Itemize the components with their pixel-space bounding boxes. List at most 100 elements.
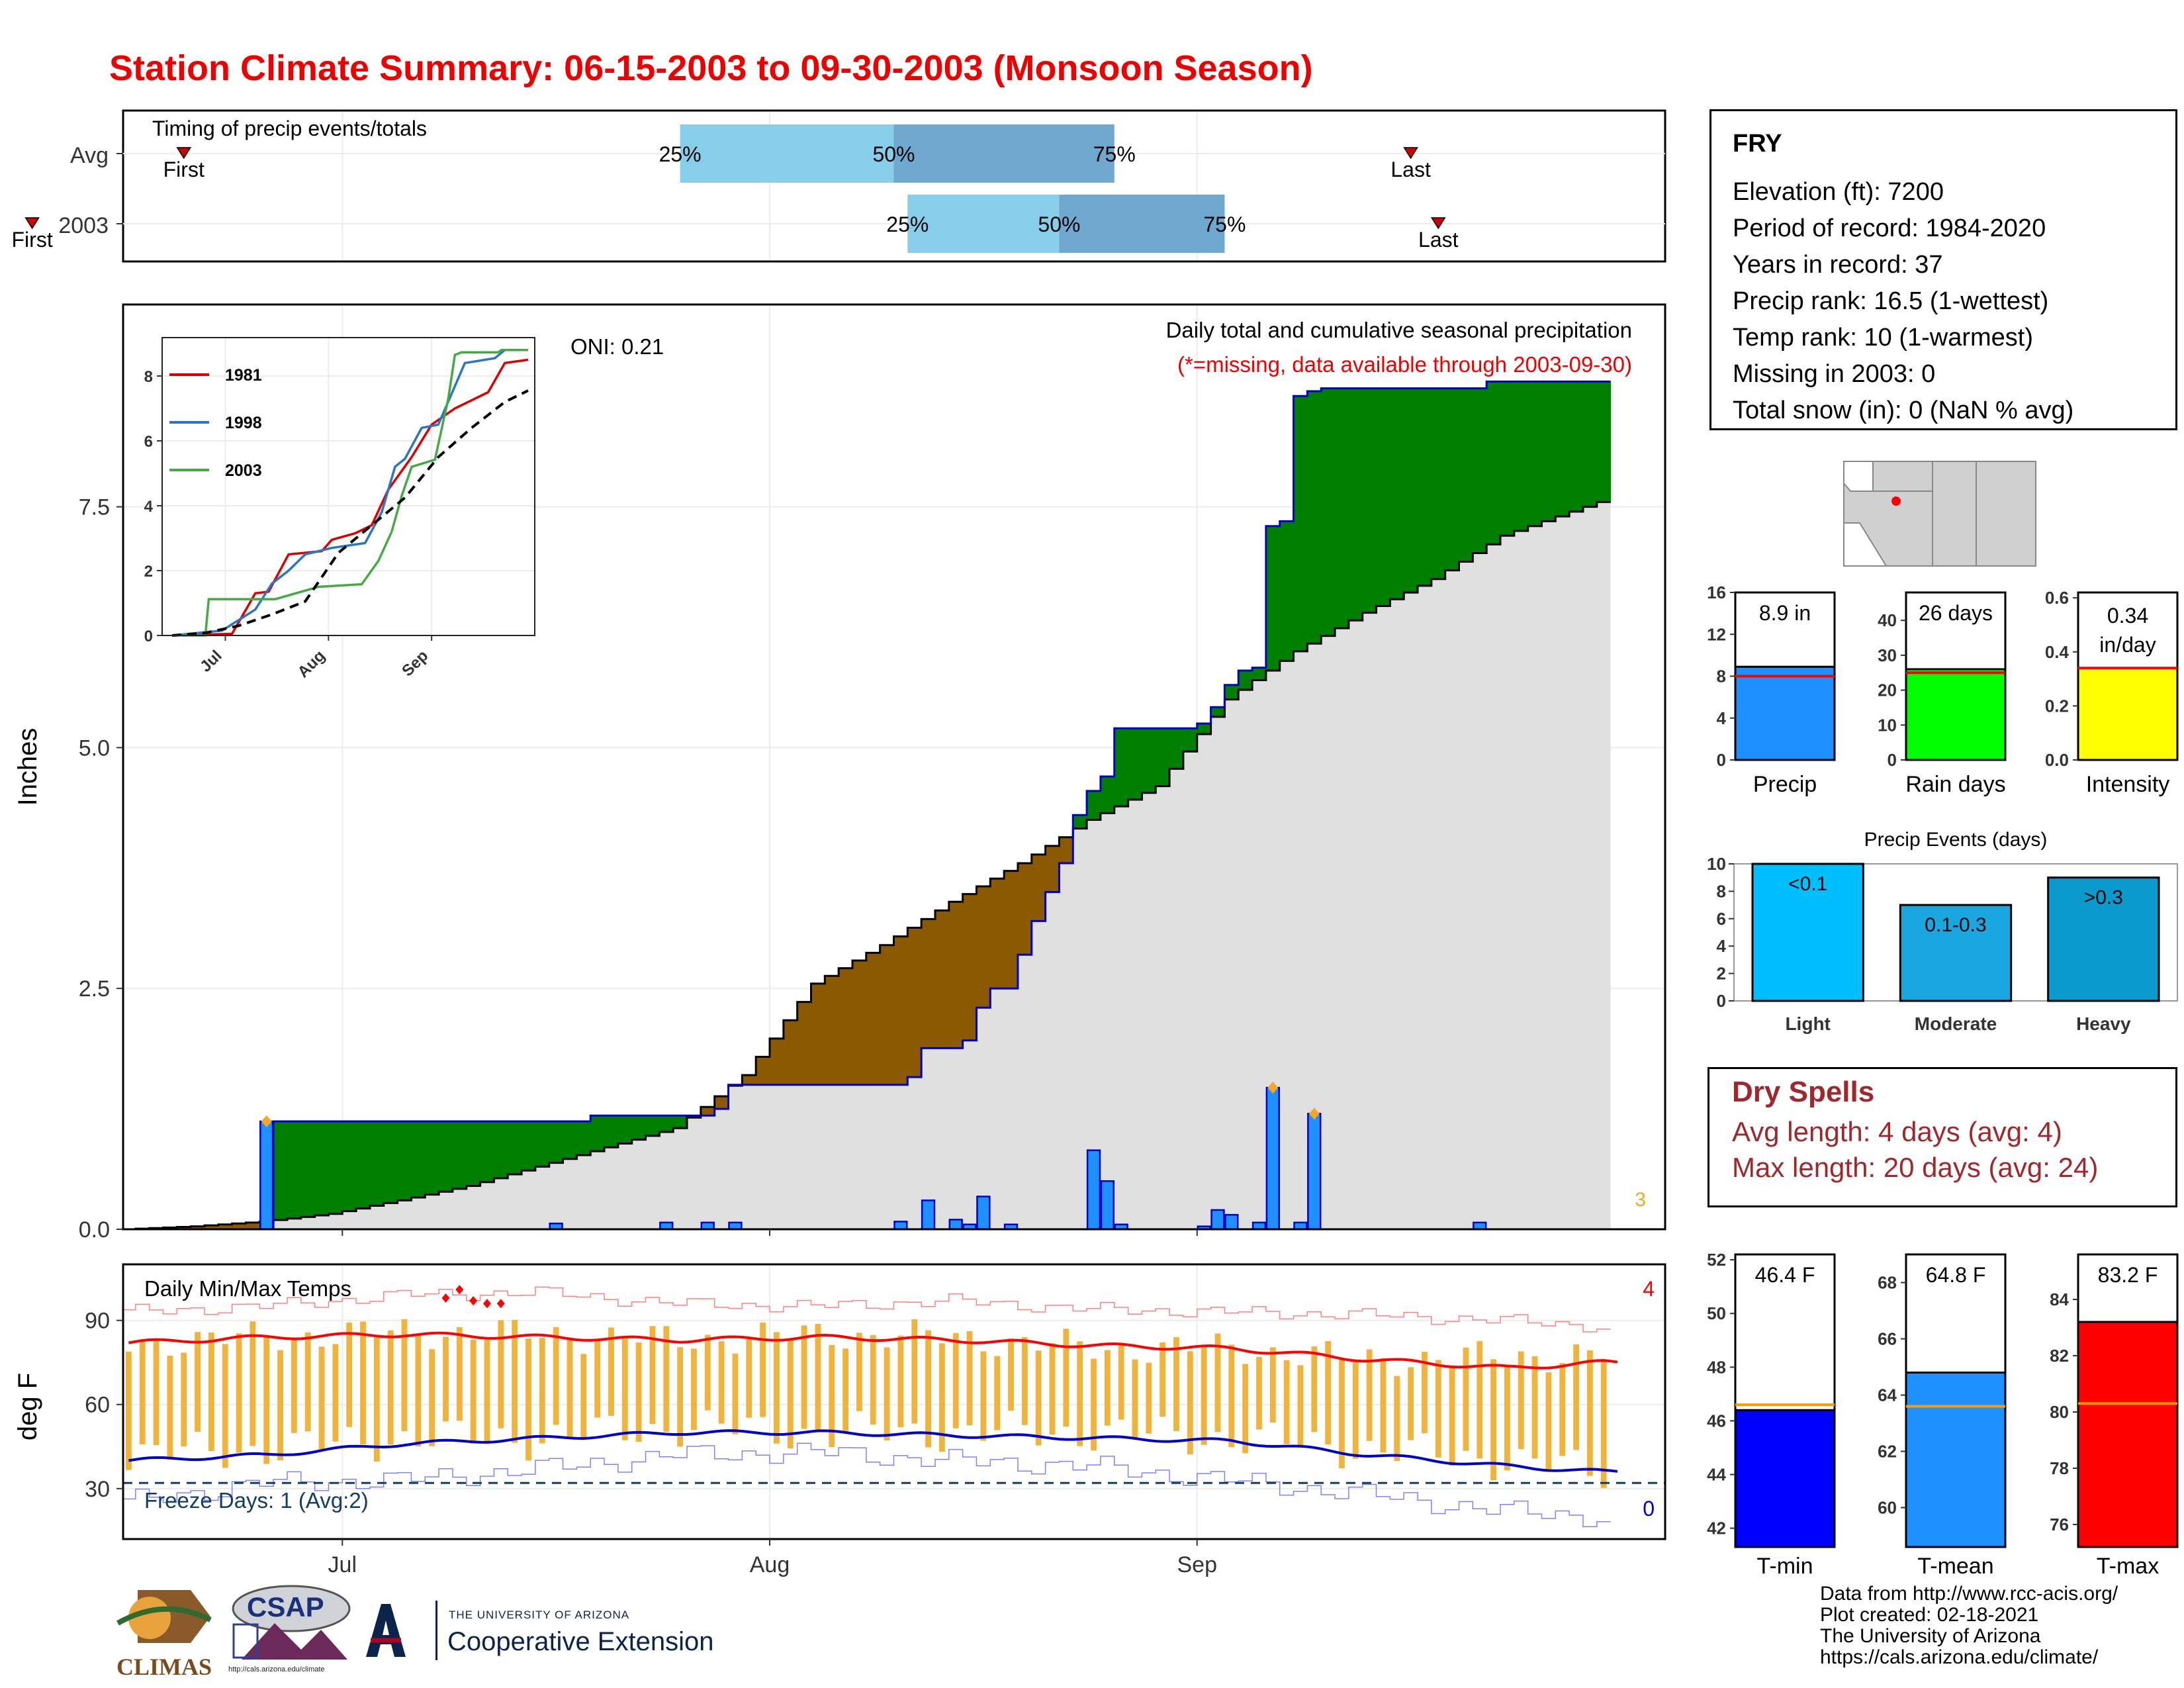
precip-departure-segment — [1527, 381, 1543, 526]
summary-value-bar — [1734, 665, 1836, 761]
precip-daily-bar — [659, 1221, 674, 1231]
temp-daily-bar — [1008, 1338, 1014, 1411]
temp-daily-bar — [567, 1339, 573, 1437]
summary-ytick-label: 60 — [1878, 1498, 1897, 1518]
precip-departure-segment — [1473, 388, 1487, 553]
temp-daily-bar — [842, 1348, 848, 1432]
precip-ytick-label: 0.0 — [79, 1217, 110, 1243]
timing-first-label: First — [163, 158, 205, 181]
timing-quartile-label: 75% — [1093, 142, 1136, 166]
temp-daily-bar — [677, 1347, 684, 1447]
precip-departure-segment — [314, 1121, 330, 1216]
temp-daily-bar — [1297, 1365, 1304, 1447]
precip-departure-segment — [1238, 670, 1253, 690]
temp-daily-bar — [801, 1325, 807, 1429]
inset-legend-label: 1998 — [225, 414, 262, 432]
temp-daily-bar — [746, 1339, 752, 1418]
inset-ytick-label: 2 — [144, 563, 153, 581]
temp-daily-bar — [373, 1336, 380, 1462]
climas-logo-mark — [116, 1590, 212, 1643]
temp-record-high-marker — [496, 1299, 505, 1309]
precip-departure-segment — [962, 894, 978, 1041]
temp-daily-bar — [525, 1338, 531, 1461]
timing-panel: Avg 2003 Timing of precip events/totals 25%… — [12, 109, 1666, 263]
precip-departure-segment — [934, 910, 950, 1049]
precip-departure-segment — [576, 1121, 591, 1155]
temp-daily-bar — [1463, 1347, 1469, 1451]
precip-daily-bar — [728, 1221, 743, 1231]
temp-daily-bar — [663, 1326, 670, 1432]
summary-ytick-label: 84 — [2050, 1289, 2069, 1309]
precip-departure-segment — [342, 1121, 357, 1211]
temp-daily-bar — [925, 1330, 931, 1448]
summary-ytick-label: 20 — [1878, 680, 1897, 700]
temp-daily-bar — [1160, 1342, 1166, 1417]
temp-record-max-line — [122, 1286, 1611, 1333]
temp-ytick-label: 30 — [85, 1477, 110, 1502]
precip-events-category: Heavy — [2076, 1013, 2131, 1034]
temp-daily-bar — [153, 1338, 159, 1446]
temp-daily-bar — [1035, 1350, 1042, 1446]
temp-daily-bar — [222, 1344, 228, 1468]
csap-logo-mark — [232, 1585, 351, 1660]
temp-daily-bar — [387, 1330, 394, 1445]
precip-departure-segment — [921, 919, 936, 1049]
temp-daily-bar — [318, 1346, 325, 1450]
summary-value-label: 0.34 — [2107, 604, 2148, 628]
credit-data-source: Data from http://www.rcc-acis.org/ — [1820, 1583, 2118, 1605]
precip-departure-segment — [1087, 790, 1101, 820]
station-info-panel: FRY Elevation (ft): 7200 Period of recor… — [1709, 109, 2177, 430]
temp-daily-bar — [1118, 1343, 1124, 1420]
dry-spells-panel: Dry Spells Avg length: 4 days (avg: 4) M… — [1707, 1067, 2177, 1207]
temp-xtick-label: Sep — [1177, 1552, 1217, 1577]
precip-highlight-marker — [261, 1115, 272, 1128]
summary-value-bar — [1905, 668, 2007, 761]
precip-departure-segment — [246, 1222, 260, 1229]
precip-2003-line — [122, 380, 1611, 1231]
page-title: Station Climate Summary: 06-15-2003 to 0… — [109, 48, 1313, 88]
precip-departure-segment — [604, 1115, 619, 1148]
precip-departure-segment — [466, 1121, 481, 1186]
temp-record-high-marker — [441, 1293, 450, 1303]
summary-ytick-label: 40 — [1878, 610, 1897, 630]
precip-departure-segment — [852, 960, 867, 1085]
ua-big-text: Cooperative Extension — [447, 1627, 714, 1656]
inset-legend-label: 2003 — [225, 461, 262, 480]
precip-departure-segment — [1431, 388, 1446, 579]
precip-daily-bar — [1265, 1086, 1280, 1231]
inset-ytick-label: 4 — [144, 498, 154, 516]
precip-events-bar-label: 0.1-0.3 — [1925, 914, 1986, 936]
timing-quartile-label: 75% — [1203, 212, 1246, 236]
precip-daily-bar — [1210, 1209, 1225, 1231]
summary-bar-t-max: 76 78 80 82 84 83.2 F T-max — [2050, 1253, 2179, 1579]
timing-bar-q2 — [893, 124, 1115, 183]
summary-value-label: 8.9 in — [1759, 601, 1811, 625]
temp-daily-bar — [732, 1353, 739, 1434]
summary-ytick-label: 44 — [1707, 1465, 1726, 1485]
dry-spells-title: Dry Spells — [1732, 1076, 1875, 1108]
summary-ytick-label: 76 — [2050, 1515, 2069, 1534]
precip-departure-segment — [742, 1075, 756, 1085]
summary-ytick-label: 0.2 — [2045, 696, 2069, 716]
freeze-days-text: Freeze Days: 1 (Avg:2) — [144, 1488, 369, 1513]
summary-value-label: 26 days — [1919, 601, 1993, 625]
temp-avg-min-line — [128, 1429, 1618, 1473]
timing-quartile-label: 25% — [886, 212, 929, 236]
inset-series-line — [172, 358, 529, 637]
map-borders — [1873, 461, 1977, 566]
summary-ytick-label: 52 — [1707, 1250, 1726, 1270]
precip-departure-segment — [1169, 728, 1184, 769]
precip-departure-segment — [356, 1121, 371, 1209]
precip-events-bar — [2047, 876, 2160, 1002]
timing-row-label: 2003 — [58, 213, 109, 238]
credit-university: The University of Arizona — [1820, 1625, 2041, 1647]
precip-departure-segment — [232, 1223, 247, 1229]
summary-ytick-label: 10 — [1878, 715, 1897, 735]
inset-ytick-label: 6 — [144, 433, 153, 451]
timing-title: Timing of precip events/totals — [152, 117, 427, 140]
precip-daily-bar — [259, 1120, 274, 1231]
csap-logo: CSAP http://cals.arizona.edu/climate — [228, 1583, 354, 1683]
temp-ytick-label: 90 — [85, 1309, 110, 1334]
precip-events-category: Moderate — [1915, 1013, 1997, 1034]
precip-departure-segment — [1197, 724, 1212, 735]
